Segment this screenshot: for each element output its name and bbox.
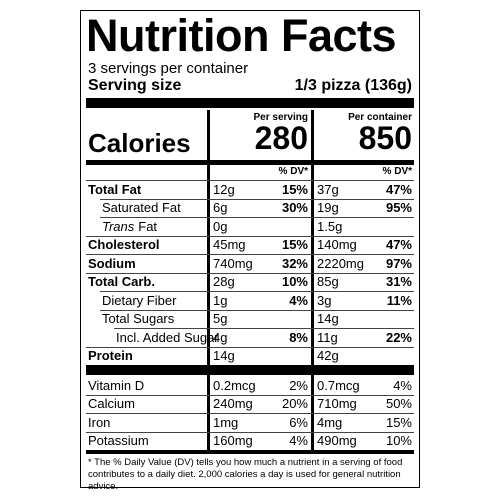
amount: 37g: [317, 181, 339, 197]
amount: 140mg: [317, 237, 357, 252]
nutrient-name: Fat: [138, 218, 158, 234]
daily-value: 11%: [386, 292, 412, 308]
servings: 3 servings per container: [88, 60, 249, 77]
daily-value: 10%: [385, 433, 412, 448]
daily-value: 97%: [385, 255, 412, 271]
rule: [100, 217, 414, 218]
column-divider: [311, 110, 314, 450]
amount: 14g: [317, 311, 339, 326]
amount: 240mg: [213, 396, 253, 411]
amount: 1mg: [213, 414, 239, 430]
nutrient-name: Dietary Fiber: [102, 292, 177, 308]
amount: 1g: [213, 292, 228, 308]
daily-value: 10%: [281, 274, 308, 289]
amount: 28g: [213, 274, 235, 289]
rule: [86, 254, 414, 255]
rule: [86, 346, 414, 348]
amount: 4mg: [317, 414, 343, 430]
daily-value: 32%: [281, 255, 308, 271]
amount: 19g: [317, 200, 339, 215]
daily-value: 31%: [385, 274, 412, 289]
amount: 710mg: [317, 396, 357, 411]
dv-header: % DV*: [382, 166, 412, 177]
rule: [86, 180, 414, 181]
thick-rule: [86, 365, 414, 375]
nutrient-name: Iron: [88, 414, 111, 430]
amount: 160mg: [213, 433, 253, 448]
dv-header: % DV*: [278, 166, 308, 177]
amount: 1.5g: [317, 218, 343, 234]
serving-size-value: 1/3 pizza (136g): [294, 77, 412, 94]
column-heading: Per serving: [253, 112, 308, 123]
nutrient-name: Saturated Fat: [102, 200, 181, 215]
daily-value: 30%: [281, 200, 308, 215]
amount: 11g: [317, 329, 338, 345]
rule: [100, 309, 414, 311]
amount: 740mg: [213, 255, 253, 271]
nutrient-name: Total Sugars: [102, 311, 175, 326]
amount: 45mg: [213, 237, 246, 252]
daily-value: 2%: [289, 377, 308, 393]
amount: 85g: [317, 274, 339, 289]
nutrient-name: Vitamin D: [88, 377, 145, 393]
medium-rule: [86, 160, 414, 165]
daily-value: 15%: [281, 181, 308, 197]
rule: [86, 394, 414, 396]
nutrient-name: Potassium: [88, 433, 149, 448]
amount: 4g: [213, 329, 228, 345]
rule: [86, 413, 414, 414]
daily-value: 6%: [289, 414, 308, 430]
daily-value: 47%: [385, 237, 412, 252]
nutrient-name: Incl. Added Sugar: [116, 329, 219, 345]
daily-value: 8%: [289, 329, 308, 345]
amount: 42g: [317, 348, 339, 363]
nutrient-name: Total Carb.: [88, 274, 155, 289]
rule: [86, 431, 414, 433]
daily-value: 22%: [385, 329, 412, 345]
calories-label: Calories: [88, 128, 191, 158]
daily-value: 15%: [281, 237, 308, 252]
amount: 14g: [213, 348, 235, 363]
amount: 3g: [317, 292, 332, 308]
daily-value: 47%: [385, 181, 412, 197]
daily-value: 15%: [385, 414, 412, 430]
daily-value: 4%: [289, 292, 308, 308]
calories-value: 280: [254, 120, 308, 156]
calories-value: 850: [358, 120, 412, 156]
rule: [100, 198, 414, 200]
daily-value: 50%: [385, 396, 412, 411]
nutrient-name: Cholesterol: [88, 237, 160, 252]
amount: 2220mg: [317, 255, 364, 271]
nutrient-name-italic: Trans: [102, 218, 135, 234]
rule: [114, 328, 414, 329]
footnote: * The % Daily Value (DV) tells you how m…: [88, 457, 403, 492]
rule: [86, 272, 414, 274]
label-box: [80, 10, 420, 488]
column-divider: [207, 110, 210, 450]
daily-value: 4%: [289, 433, 308, 448]
amount: 0g: [213, 218, 228, 234]
daily-value: 20%: [281, 396, 308, 411]
thick-rule: [86, 98, 414, 108]
rule: [86, 235, 414, 237]
amount: 12g: [213, 181, 235, 197]
column-heading: Per container: [348, 112, 412, 123]
amount: 5g: [213, 311, 228, 326]
amount: 0.7mcg: [317, 377, 360, 393]
amount: 6g: [213, 200, 228, 215]
nutrient-name: Sodium: [88, 255, 136, 271]
rule: [100, 291, 414, 292]
nutrient-name: Protein: [88, 348, 133, 363]
title: Nutrition Facts: [86, 10, 397, 61]
daily-value: 95%: [385, 200, 412, 215]
medium-rule: [86, 450, 414, 454]
amount: 490mg: [317, 433, 357, 448]
nutrient-name: Total Fat: [88, 181, 142, 197]
serving-size-label: Serving size: [88, 77, 182, 94]
daily-value: 4%: [393, 377, 412, 393]
nutrient-name: Calcium: [88, 396, 135, 411]
amount: 0.2mcg: [213, 377, 256, 393]
